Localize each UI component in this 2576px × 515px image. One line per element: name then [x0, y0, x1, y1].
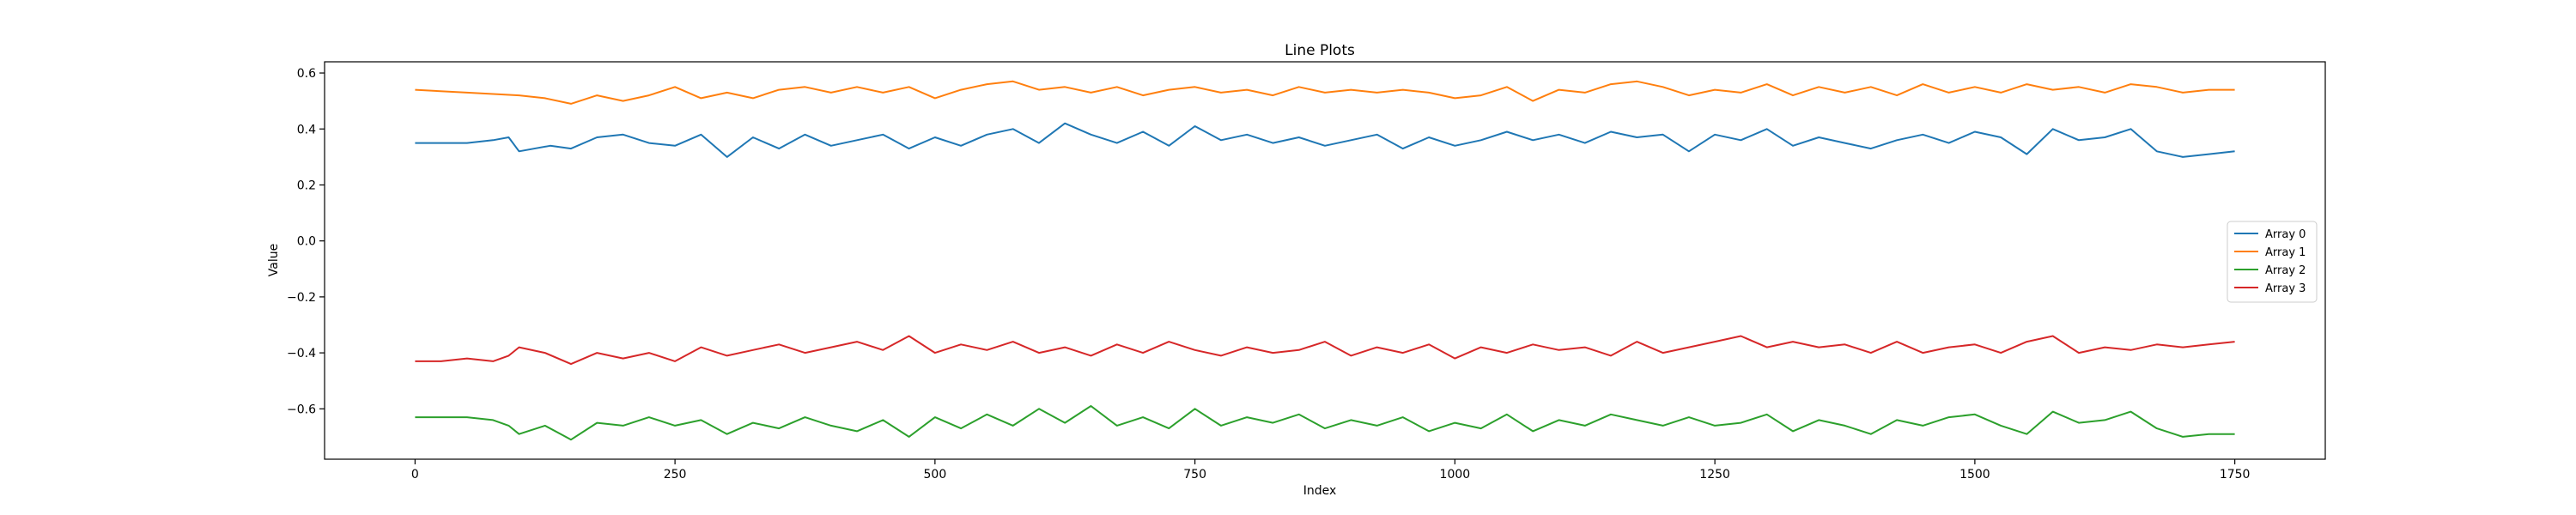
y-tick-label: 0.4 — [297, 123, 316, 136]
series-line-array-0 — [415, 122, 2235, 158]
plot-frame — [324, 61, 2326, 460]
plot-area — [324, 61, 2326, 460]
x-axis-title: Index — [1303, 484, 1337, 498]
legend-box — [2227, 221, 2318, 303]
y-tick-label: 0.6 — [297, 67, 316, 81]
series-line-array-1 — [415, 80, 2235, 105]
y-tick-label: −0.4 — [287, 347, 316, 360]
x-tick-label: 1250 — [1699, 468, 1730, 482]
y-tick-label: 0.2 — [297, 179, 316, 192]
legend-label: Array 2 — [2265, 264, 2306, 277]
y-axis: −0.6 −0.4 −0.2 0.0 0.2 0.4 0.6 — [287, 67, 325, 416]
legend: Array 0 Array 1 Array 2 Array 3 — [2227, 221, 2318, 303]
x-axis: 0 250 500 750 1000 1250 1500 1750 — [411, 459, 2251, 482]
x-tick-label: 0 — [411, 468, 419, 482]
legend-label: Array 3 — [2265, 282, 2306, 295]
legend-label: Array 1 — [2265, 246, 2306, 259]
x-tick-label: 750 — [1183, 468, 1206, 482]
y-tick-label: −0.6 — [287, 403, 316, 416]
x-tick-label: 250 — [664, 468, 687, 482]
x-tick-label: 500 — [924, 468, 947, 482]
series-line-array-3 — [415, 335, 2235, 366]
y-tick-label: −0.2 — [287, 291, 316, 305]
series-line-array-2 — [415, 405, 2235, 441]
series-layer — [415, 80, 2235, 441]
x-tick-label: 1000 — [1440, 468, 1471, 482]
y-axis-title: Value — [267, 244, 281, 276]
x-tick-label: 1500 — [1959, 468, 1990, 482]
chart-title: Line Plots — [1285, 42, 1355, 59]
y-tick-label: 0.0 — [297, 235, 316, 249]
x-tick-label: 1750 — [2220, 468, 2251, 482]
legend-label: Array 0 — [2265, 228, 2306, 241]
